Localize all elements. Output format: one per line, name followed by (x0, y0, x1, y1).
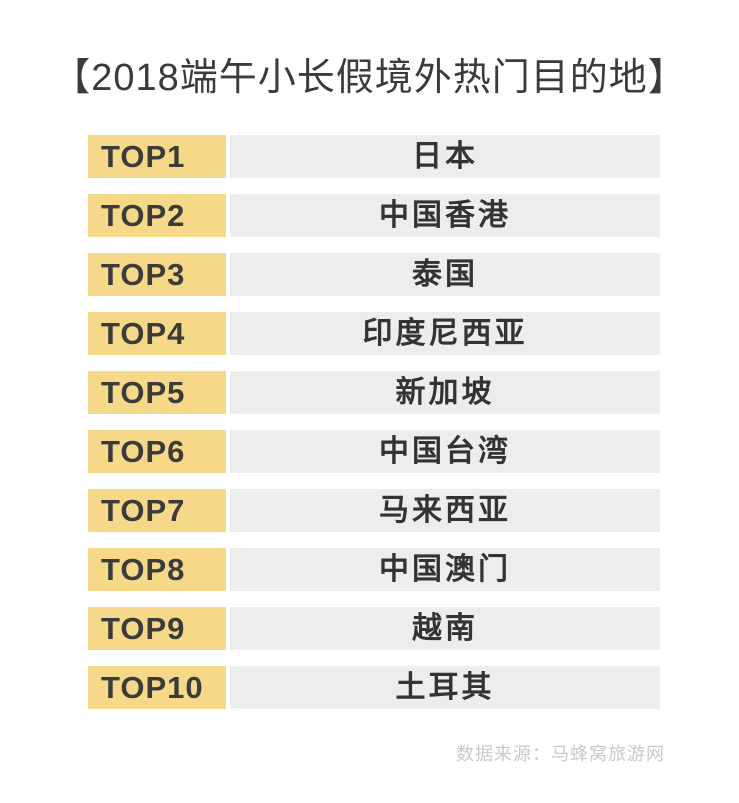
table-row: TOP5 新加坡 (88, 371, 660, 414)
ranking-table: TOP1 日本 TOP2 中国香港 TOP3 泰国 TOP4 印度尼西亚 TOP… (88, 135, 660, 709)
data-source-caption: 数据来源：马蜂窝旅游网 (456, 744, 665, 764)
page-title: 【2018端午小长假境外热门目的地】 (52, 57, 687, 99)
rank-badge: TOP8 (88, 548, 226, 591)
rank-badge: TOP2 (88, 194, 226, 237)
destination-cell: 越南 (230, 607, 660, 650)
rank-badge: TOP7 (88, 489, 226, 532)
destination-cell: 土耳其 (230, 666, 660, 709)
rank-badge: TOP10 (88, 666, 226, 709)
destination-cell: 中国澳门 (230, 548, 660, 591)
destination-cell: 印度尼西亚 (230, 312, 660, 355)
table-row: TOP8 中国澳门 (88, 548, 660, 591)
destination-cell: 马来西亚 (230, 489, 660, 532)
destination-cell: 中国香港 (230, 194, 660, 237)
rank-badge: TOP5 (88, 371, 226, 414)
destination-cell: 日本 (230, 135, 660, 178)
table-row: TOP2 中国香港 (88, 194, 660, 237)
destination-cell: 新加坡 (230, 371, 660, 414)
rank-badge: TOP6 (88, 430, 226, 473)
table-row: TOP6 中国台湾 (88, 430, 660, 473)
table-row: TOP3 泰国 (88, 253, 660, 296)
table-row: TOP9 越南 (88, 607, 660, 650)
rank-badge: TOP3 (88, 253, 226, 296)
table-row: TOP1 日本 (88, 135, 660, 178)
destination-cell: 中国台湾 (230, 430, 660, 473)
table-row: TOP7 马来西亚 (88, 489, 660, 532)
rank-badge: TOP4 (88, 312, 226, 355)
rank-badge: TOP1 (88, 135, 226, 178)
rank-badge: TOP9 (88, 607, 226, 650)
destination-cell: 泰国 (230, 253, 660, 296)
table-row: TOP4 印度尼西亚 (88, 312, 660, 355)
table-row: TOP10 土耳其 (88, 666, 660, 709)
